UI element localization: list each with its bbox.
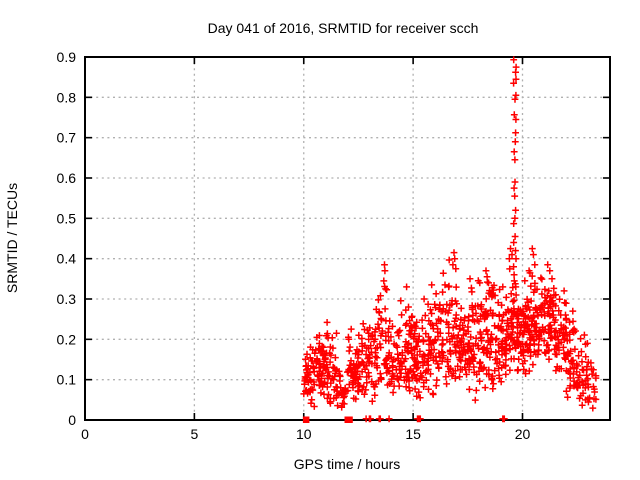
x-tick-label: 10 <box>296 426 312 442</box>
x-tick-label: 5 <box>190 426 198 442</box>
y-tick-label: 0 <box>68 412 76 428</box>
data-points <box>300 56 600 423</box>
y-tick-label: 0.2 <box>57 331 77 347</box>
x-tick-label: 20 <box>515 426 531 442</box>
chart-title: Day 041 of 2016, SRMTID for receiver scc… <box>208 20 479 36</box>
y-tick-label: 0.3 <box>57 291 77 307</box>
y-axis-label: SRMTID / TECUs <box>4 183 20 293</box>
y-tick-label: 0.6 <box>57 170 77 186</box>
tick-labels: 0 5 10 15 20 0 0.1 0.2 0.3 0.4 0.5 0.6 0.7 0.8 0.9 <box>57 49 531 442</box>
scatter-plus-markers <box>300 56 600 423</box>
y-tick-label: 0.7 <box>57 130 77 146</box>
y-tick-label: 0.4 <box>57 251 77 267</box>
y-tick-label: 0.1 <box>57 372 77 388</box>
y-tick-label: 0.8 <box>57 89 77 105</box>
y-tick-label: 0.5 <box>57 210 77 226</box>
flag-square-marker <box>302 416 310 423</box>
flag-square-marker <box>346 416 353 423</box>
y-tick-label: 0.9 <box>57 49 77 65</box>
x-tick-label: 0 <box>81 426 89 442</box>
x-axis-label: GPS time / hours <box>294 456 401 472</box>
x-tick-label: 15 <box>405 426 421 442</box>
